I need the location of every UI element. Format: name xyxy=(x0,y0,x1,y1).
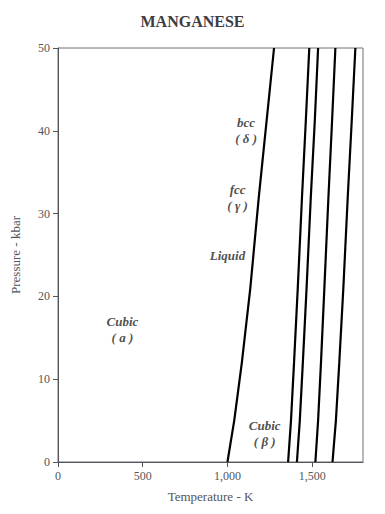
svg-text:500: 500 xyxy=(134,469,152,483)
svg-text:50: 50 xyxy=(38,41,50,55)
svg-text:0: 0 xyxy=(44,455,50,469)
svg-text:( β ): ( β ) xyxy=(254,434,276,449)
svg-text:bcc: bcc xyxy=(237,115,255,130)
svg-text:( γ ): ( γ ) xyxy=(227,198,248,213)
svg-text:Liquid: Liquid xyxy=(209,248,246,263)
svg-text:Cubic: Cubic xyxy=(106,314,138,329)
svg-text:Pressure - kbar: Pressure - kbar xyxy=(8,215,23,294)
svg-text:40: 40 xyxy=(38,124,50,138)
svg-text:fcc: fcc xyxy=(230,182,246,197)
svg-text:Cubic: Cubic xyxy=(249,418,281,433)
svg-text:( a ): ( a ) xyxy=(112,330,134,345)
svg-text:1,000: 1,000 xyxy=(214,469,241,483)
svg-text:20: 20 xyxy=(38,289,50,303)
svg-text:0: 0 xyxy=(55,469,61,483)
svg-text:MANGANESE: MANGANESE xyxy=(140,13,244,30)
svg-text:1,500: 1,500 xyxy=(299,469,326,483)
svg-text:10: 10 xyxy=(38,372,50,386)
svg-text:Temperature - K: Temperature - K xyxy=(168,489,254,504)
svg-text:30: 30 xyxy=(38,207,50,221)
svg-text:( δ ): ( δ ) xyxy=(235,131,257,146)
